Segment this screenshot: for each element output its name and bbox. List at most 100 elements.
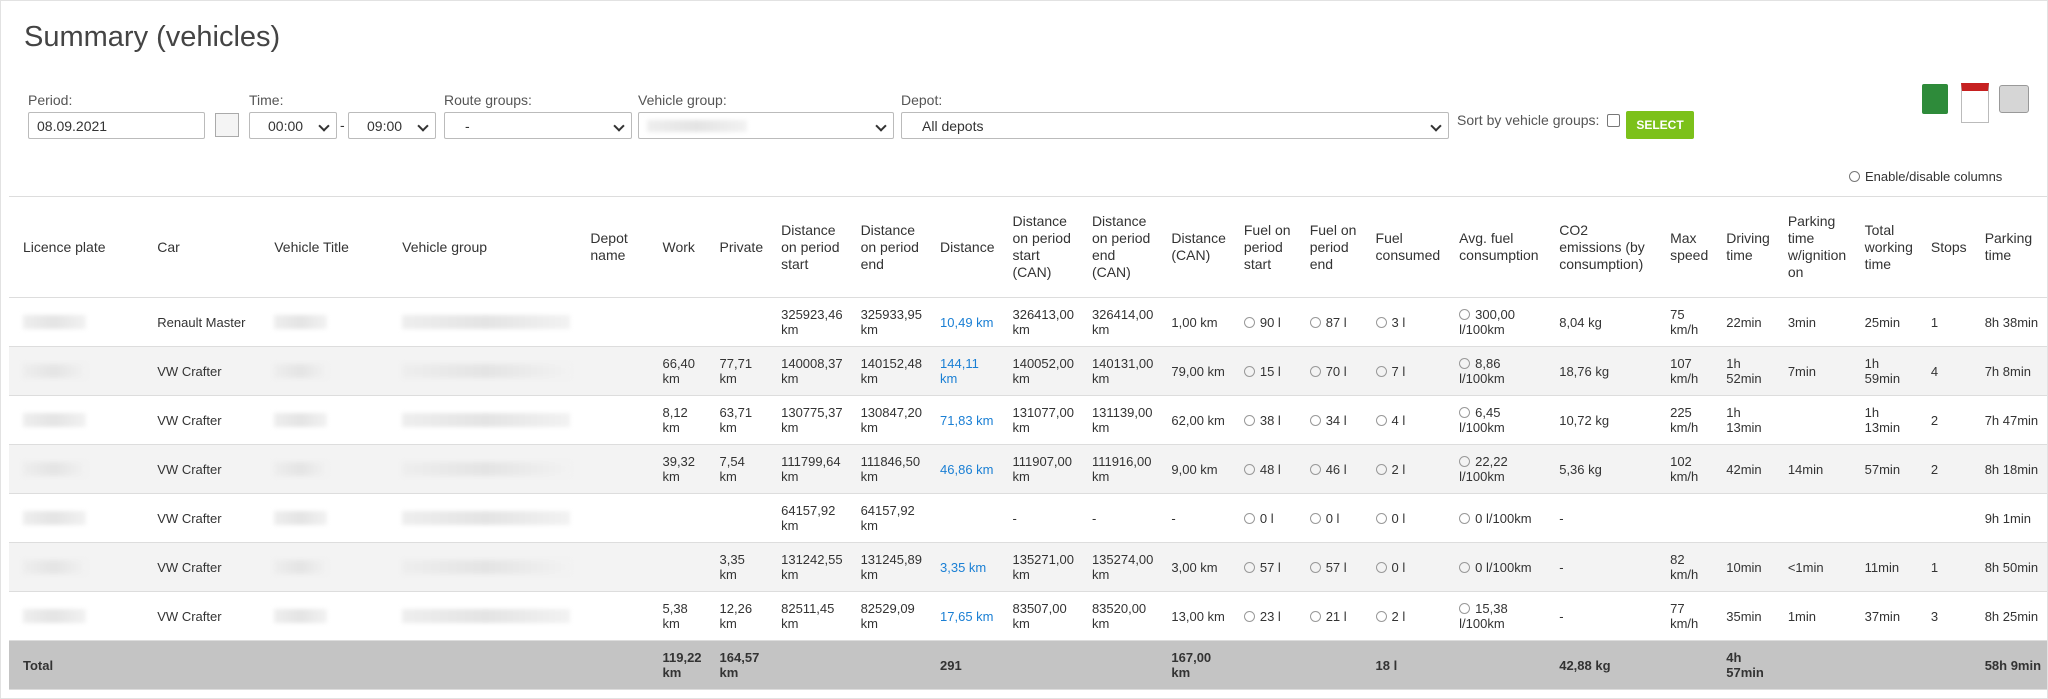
- fuel-icon: [1309, 414, 1321, 426]
- cell: 140131,00 km: [1077, 346, 1158, 396]
- cell-text: 7h 47min: [1984, 412, 2039, 428]
- cell: 57 l: [1229, 542, 1296, 592]
- cell: [1773, 395, 1851, 445]
- cell-text: 164,57 km: [719, 650, 760, 680]
- column-header: Work: [648, 196, 706, 298]
- cell: 3 l: [1361, 297, 1446, 347]
- cell: 46 l: [1295, 444, 1362, 494]
- cell-text: 1,00 km: [1171, 314, 1218, 330]
- cell-text: 135274,00 km: [1091, 552, 1154, 582]
- fuel-icon: [1243, 414, 1255, 426]
- time-from[interactable]: 00:00: [249, 112, 337, 139]
- cell: -: [1157, 493, 1230, 543]
- depot-select[interactable]: All depots: [901, 112, 1449, 139]
- distance-link[interactable]: 10,49 km: [940, 314, 994, 330]
- cell: 300,00 l/100km: [1445, 297, 1546, 347]
- cell-text: 13,00 km: [1171, 608, 1225, 624]
- column-header: Distance on period end (CAN): [1077, 196, 1158, 298]
- cell: 10min: [1712, 542, 1774, 592]
- cell: [576, 444, 649, 494]
- distance-link[interactable]: 17,65 km: [940, 608, 994, 624]
- fuel-icon: [1243, 610, 1255, 622]
- cell-text: 1: [1930, 559, 1939, 575]
- period-input[interactable]: 08.09.2021: [28, 112, 205, 139]
- cell: -: [1545, 542, 1657, 592]
- cell-text: <1min: [1787, 559, 1824, 575]
- redacted: [23, 511, 86, 525]
- vehicle-group-select[interactable]: [638, 112, 894, 139]
- calendar-button[interactable]: [215, 113, 239, 137]
- cell: 82529,09 km: [846, 591, 927, 641]
- distance-link[interactable]: 3,35 km: [940, 559, 987, 575]
- cell-text: 1min: [1787, 608, 1816, 624]
- cell-text: 34 l: [1325, 412, 1347, 428]
- cell-text: 57min: [1864, 461, 1901, 477]
- cell: 7 l: [1361, 346, 1446, 396]
- cell-text: -: [1559, 559, 1564, 575]
- cell-text: 77,71 km: [719, 356, 753, 386]
- cell: -: [998, 493, 1078, 543]
- fuel-icon: [1459, 358, 1471, 369]
- cell: [9, 493, 144, 543]
- cell-text: 37min: [1864, 608, 1901, 624]
- column-header: Car: [143, 196, 261, 298]
- cell-text: 2: [1930, 461, 1939, 477]
- redacted: [402, 511, 571, 525]
- cell: [388, 395, 577, 445]
- cell: [388, 346, 577, 396]
- redacted: [274, 413, 328, 427]
- distance-link[interactable]: 71,83 km: [940, 412, 994, 428]
- cell: 57min: [1850, 444, 1917, 494]
- cell: 130775,37 km: [767, 395, 847, 445]
- cell: 82 km/h: [1656, 542, 1713, 592]
- cell-text: 83507,00 km: [1012, 601, 1067, 631]
- cell: 7h 8min: [1970, 346, 2047, 396]
- cell: 58h 9min: [1970, 640, 2047, 690]
- cell-text: 8h 18min: [1984, 461, 2039, 477]
- cell: 1h 59min: [1850, 346, 1917, 396]
- cell-text: VW Crafter: [157, 412, 222, 428]
- pdf-icon[interactable]: [1961, 83, 1989, 123]
- print-icon[interactable]: [1999, 85, 2029, 113]
- cell: 21 l: [1295, 591, 1362, 641]
- cell-text: 0 l/100km: [1475, 559, 1532, 575]
- cell: [576, 346, 649, 396]
- page-title: Summary (vehicles): [24, 21, 281, 53]
- fuel-icon: [1243, 365, 1255, 377]
- cell: 119,22 km: [648, 640, 706, 690]
- redacted: [402, 364, 571, 378]
- time-to[interactable]: 09:00: [348, 112, 436, 139]
- cell: [705, 297, 768, 347]
- cell-text: 8h 25min: [1984, 608, 2039, 624]
- cell: 15 l: [1229, 346, 1296, 396]
- route-select[interactable]: -: [444, 112, 632, 139]
- cell-text: 64157,92 km: [860, 503, 915, 533]
- redacted: [23, 462, 86, 476]
- cell: 0 l/100km: [1445, 493, 1546, 543]
- cell: 3,35 km: [926, 542, 999, 592]
- data-row: VW Crafter 5,38 km 12,26 km 82511,45 km 8252…: [9, 591, 2047, 641]
- cell-text: 107 km/h: [1670, 356, 1699, 386]
- route-label: Route groups:: [444, 92, 532, 108]
- period-label: Period:: [28, 92, 73, 108]
- cell: 291: [926, 640, 999, 690]
- cell-text: 1h 59min: [1864, 356, 1901, 386]
- data-row: VW Crafter 64157,92 km 64157,92 km - - - 0 l 0 …: [9, 493, 2047, 543]
- cell: [576, 493, 649, 543]
- cell-text: 15,38 l/100km: [1459, 601, 1508, 631]
- cell: 22min: [1712, 297, 1774, 347]
- cell: [260, 493, 389, 543]
- redacted: [23, 413, 86, 427]
- distance-link[interactable]: 144,11 km: [940, 356, 979, 386]
- columns-toggle[interactable]: Enable/disable columns: [1849, 169, 2002, 184]
- cell-text: Renault Master: [157, 314, 246, 330]
- cell-text: -: [1171, 510, 1176, 526]
- column-header: Distance: [926, 196, 999, 298]
- cell-text: 111916,00 km: [1091, 454, 1152, 484]
- sort-checkbox[interactable]: [1607, 114, 1620, 127]
- select-button[interactable]: SELECT: [1626, 111, 1694, 139]
- distance-link[interactable]: 46,86 km: [940, 461, 994, 477]
- cell-text: 8,86 l/100km: [1459, 356, 1505, 386]
- cell: 1,00 km: [1157, 297, 1230, 347]
- excel-icon[interactable]: [1922, 84, 1948, 114]
